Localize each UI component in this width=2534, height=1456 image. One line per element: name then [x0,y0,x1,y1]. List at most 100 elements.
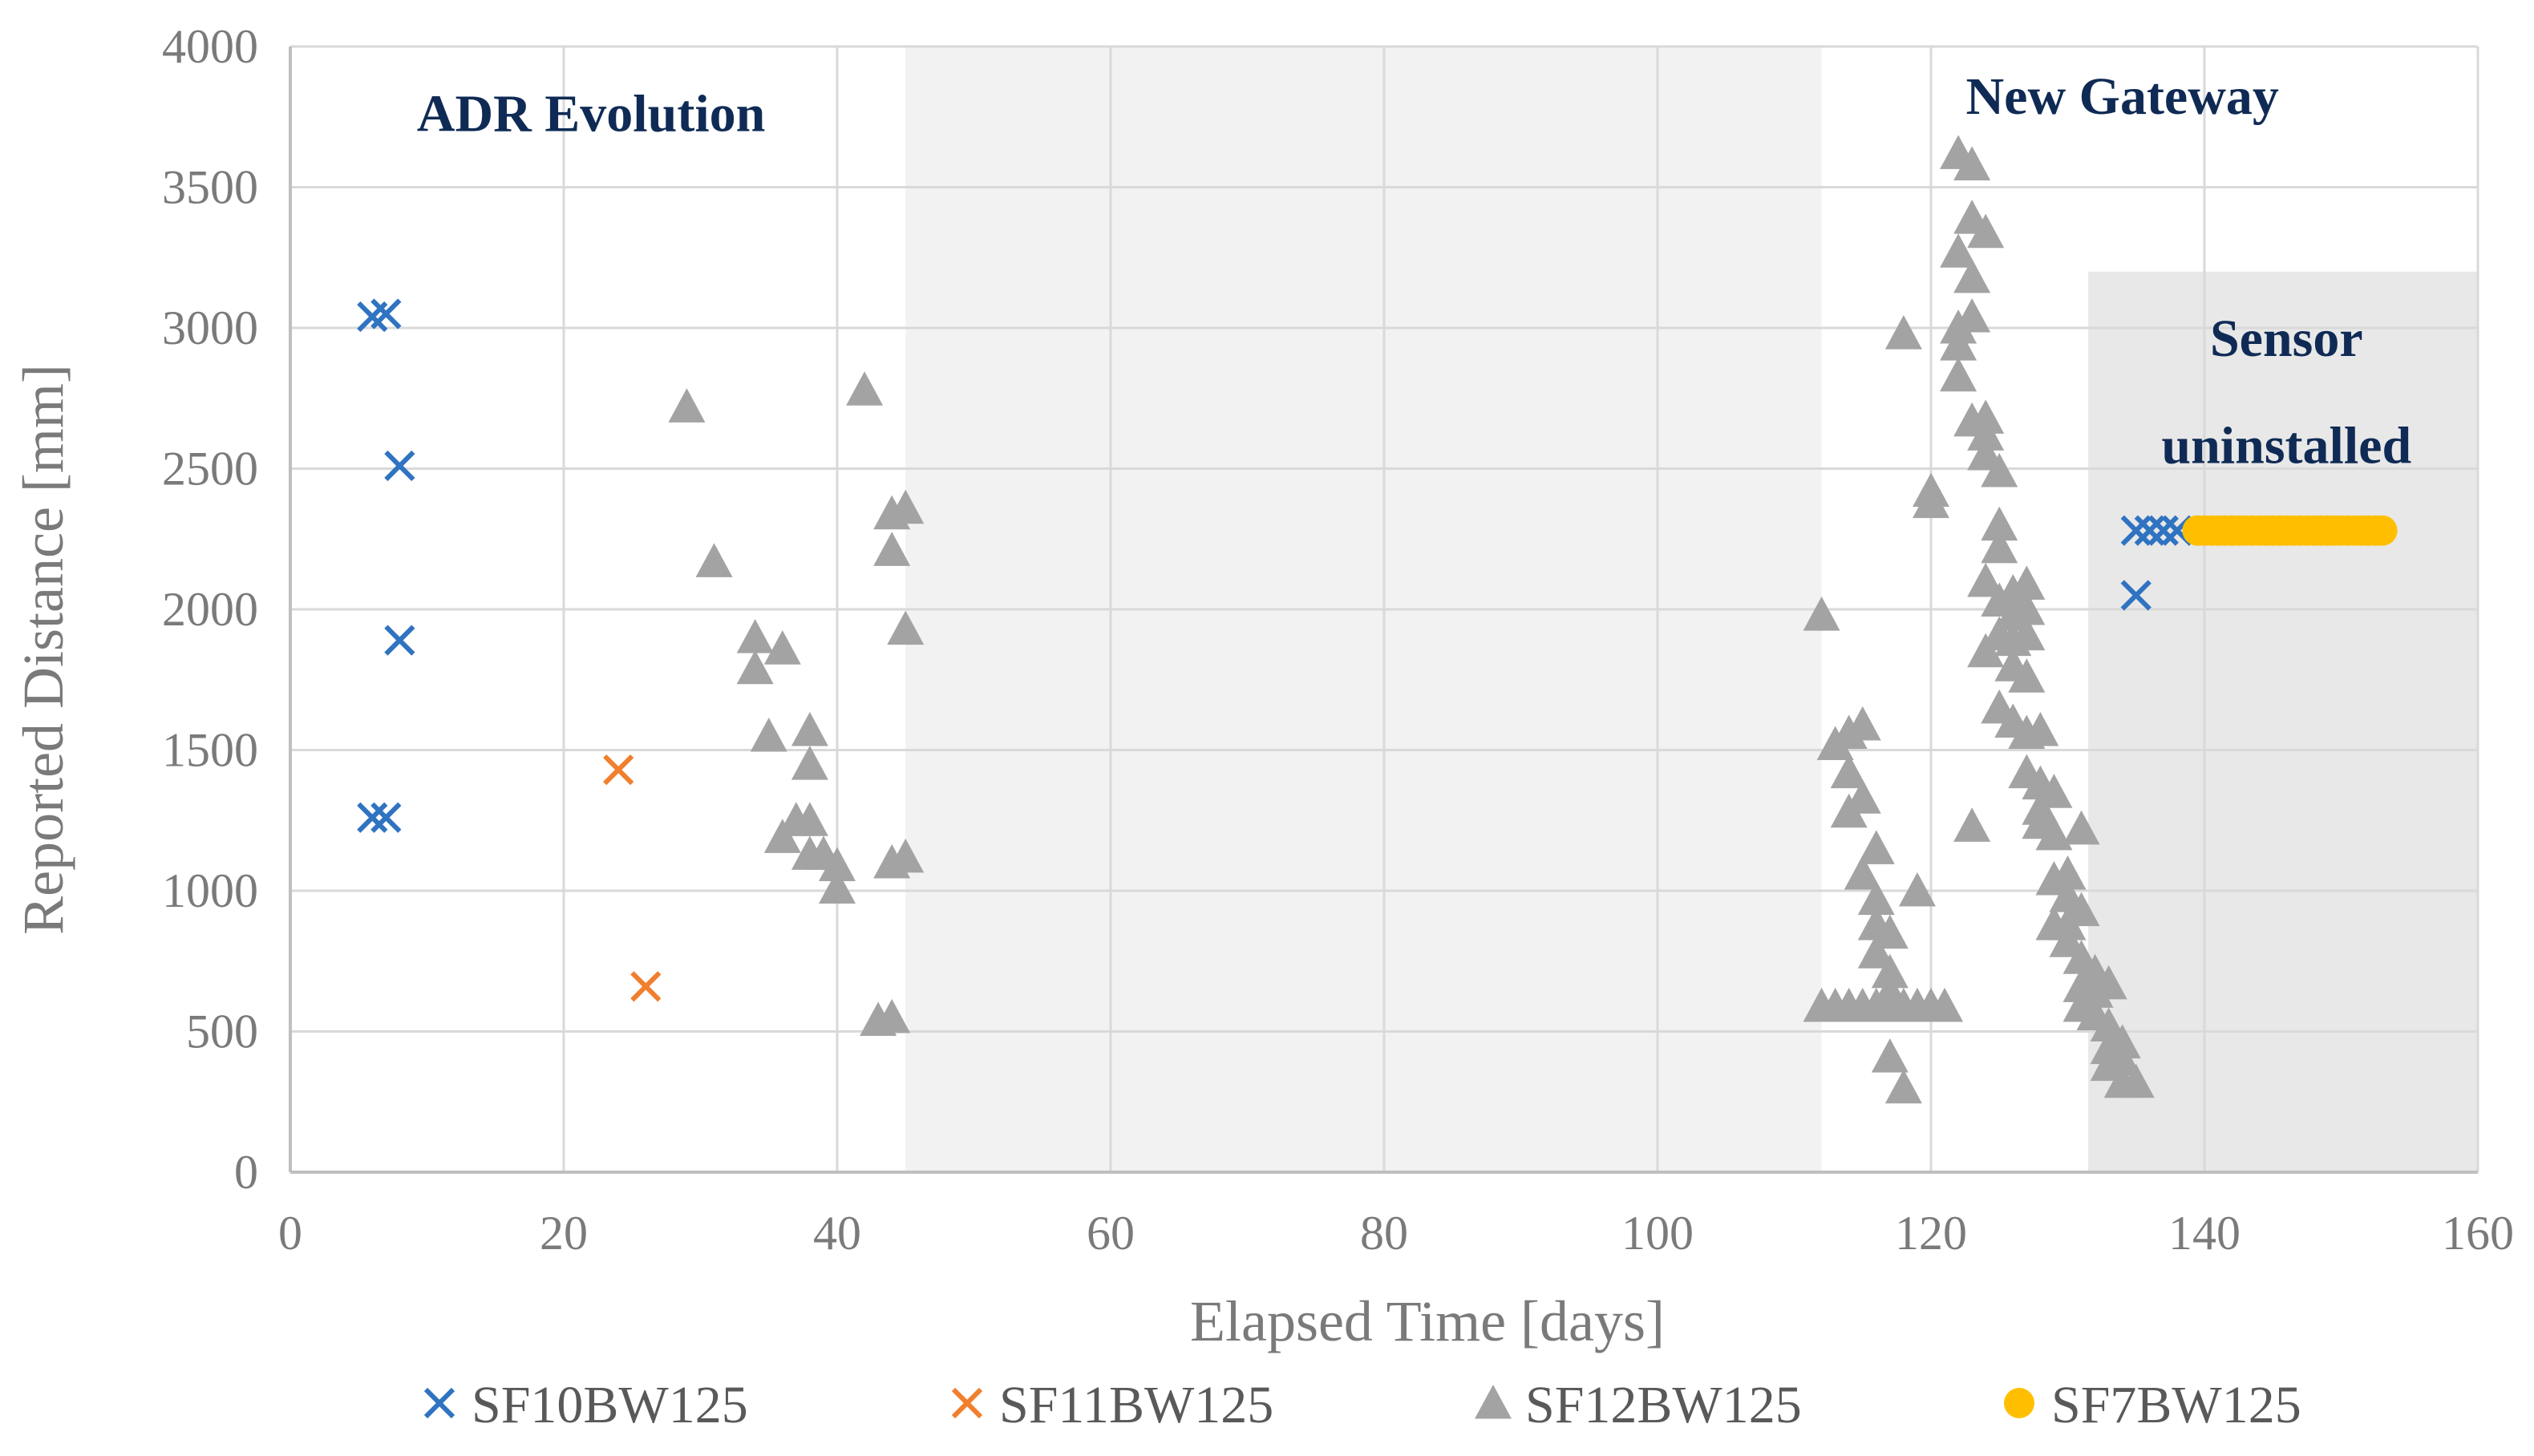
x-tick-label-0: 0 [278,1207,302,1260]
point-SF12BW125-74 [1981,528,2018,564]
annotation-1: New Gateway [1965,67,2278,126]
point-SF12BW125-0 [668,388,706,423]
legend-item-SF7BW125: SF7BW125 [2004,1376,2301,1434]
point-SF10BW125-10-stroke-b [2120,580,2151,611]
point-SF10BW125-4 [357,802,388,833]
point-SF10BW125-5 [370,802,402,833]
point-SF12BW125-15 [846,371,884,406]
point-SF12BW125-114 [2103,1041,2141,1076]
y-axis-title: Reported Distance [mm] [11,364,75,935]
point-SF12BW125-45 [1871,1038,1909,1073]
point-SF12BW125-9 [791,746,828,780]
x-tick-label-20: 20 [540,1207,588,1260]
point-SF12BW125-24 [1803,597,1840,631]
data-points [357,135,2398,1104]
x-tick-label-100: 100 [1621,1207,1694,1260]
point-SF10BW125-8 [2147,515,2179,546]
point-SF12BW125-10 [791,802,828,836]
point-SF12BW125-86 [2008,658,2046,693]
point-SF12BW125-39 [1857,934,1895,969]
point-SF12BW125-65 [1953,807,1991,842]
point-SF12BW125-21 [887,489,925,524]
point-SF10BW125-3 [384,625,415,656]
point-SF10BW125-7 [2134,515,2165,546]
point-SF12BW125-47 [1884,315,1922,350]
point-SF12BW125-37 [1857,880,1895,916]
shaded-region-1 [2088,271,2478,1172]
point-SF12BW125-56 [1940,233,1977,268]
point-SF12BW125-2 [736,619,774,653]
legend-item-SF12BW125: SF12BW125 [1475,1376,1802,1434]
point-SF12BW125-17 [873,998,911,1033]
point-SF12BW125-109 [2090,965,2127,1000]
legend: SF10BW125 SF11BW125 SF12BW125 SF7BW125 [423,1376,2301,1434]
point-SF12BW125-102 [2062,892,2100,927]
legend-marker-SF11BW125-stroke-b [951,1387,983,1419]
point-SF12BW125-62 [1953,258,1991,293]
point-SF12BW125-59 [1940,357,1977,392]
legend-label-SF12BW125: SF12BW125 [1525,1376,1802,1434]
legend-marker-SF10BW125-stroke-b [423,1387,455,1419]
y-tick-label-2000: 2000 [162,583,258,636]
y-tick-label-3500: 3500 [162,161,258,214]
point-SF12BW125-66 [1967,213,2005,249]
point-SF12BW125-33 [1844,779,1881,814]
point-SF10BW125-6-stroke-b [2120,515,2151,546]
y-tick-label-0: 0 [234,1146,258,1199]
point-SF12BW125-1 [695,543,733,577]
point-SF12BW125-23 [887,838,925,873]
point-SF10BW125-1 [370,298,402,330]
point-SF10BW125-10 [2120,580,2151,611]
point-SF10BW125-2 [384,450,415,482]
point-SF12BW125-85 [2008,616,2046,651]
point-SF12BW125-42 [1871,953,1909,989]
annotation-0: ADR Evolution [417,84,766,143]
point-SF12BW125-93 [2035,774,2073,808]
x-tick-label-60: 60 [1087,1207,1135,1260]
series-SF12BW125 [668,135,2155,1104]
point-SF12BW125-72 [1981,453,2018,487]
point-SF12BW125-19 [873,532,911,566]
point-SF10BW125-3-stroke-b [384,625,415,656]
y-tick-label-3000: 3000 [162,301,258,354]
point-SF11BW125-0-stroke-b [603,754,634,786]
annotation-3: uninstalled [2161,416,2411,475]
tick-labels: 0 500 1000 1500 2000 2500 3000 3500 4000 0 20 40 60 8… [162,20,2514,1260]
point-SF12BW125-4 [750,717,787,752]
x-axis-title: Elapsed Time [days] [1190,1289,1665,1353]
point-SF12BW125-73 [1981,506,2018,541]
point-SF12BW125-32 [1844,706,1881,741]
point-SF12BW125-58 [1940,326,1977,361]
point-SF12BW125-49 [1898,872,1936,907]
annotation-2: Sensor [2210,309,2363,368]
point-SF12BW125-34 [1844,855,1881,890]
legend-marker-SF7BW125 [2004,1388,2034,1418]
point-SF10BW125-2-stroke-b [384,450,415,482]
point-SF12BW125-60 [1953,146,1991,180]
point-SF12BW125-13 [819,847,856,881]
series-SF11BW125 [603,754,662,1002]
gridlines [289,45,2479,1174]
legend-label-SF7BW125: SF7BW125 [2051,1376,2301,1434]
point-SF10BW125-6 [2120,515,2151,546]
point-SF12BW125-54 [1926,987,1964,1022]
point-SF12BW125-70 [1967,562,2005,597]
point-SF12BW125-84 [2008,591,2046,625]
x-tick-label-40: 40 [813,1207,861,1260]
legend-marker-SF10BW125 [423,1387,455,1419]
point-SF12BW125-41 [1871,914,1909,949]
x-tick-label-160: 160 [2442,1207,2514,1260]
series-SF10BW125 [357,298,2193,833]
point-SF12BW125-101 [2062,810,2100,845]
point-SF12BW125-52 [1913,483,1949,519]
point-SF12BW125-22 [887,610,925,645]
y-tick-label-1500: 1500 [162,724,258,777]
point-SF11BW125-0 [603,754,634,786]
y-tick-label-500: 500 [186,1005,258,1058]
x-tick-label-120: 120 [1895,1207,1967,1260]
point-SF12BW125-3 [736,649,774,685]
axes [289,47,2478,1174]
point-SF10BW125-1-stroke-b [370,298,402,330]
point-SF7BW125-27 [2366,515,2398,546]
